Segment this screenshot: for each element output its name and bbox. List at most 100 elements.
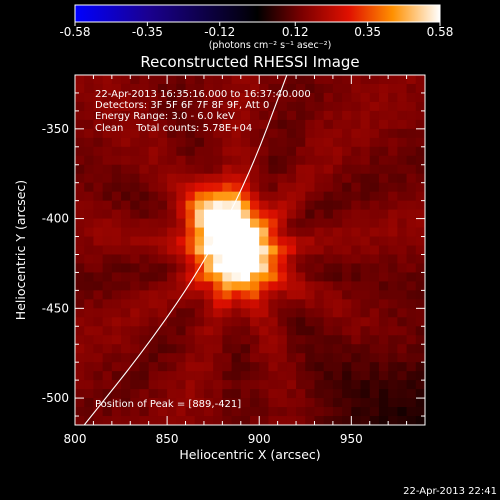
heatmap-cell [167, 191, 177, 202]
heatmap-cell [203, 254, 214, 265]
heatmap-cell [296, 119, 306, 130]
heatmap-cell [176, 317, 187, 327]
heatmap-cell [84, 146, 95, 157]
heatmap-cell [231, 254, 242, 265]
heatmap-cell [102, 389, 113, 399]
heatmap-cell [332, 92, 343, 103]
heatmap-cell [369, 137, 380, 148]
heatmap-cell [148, 191, 159, 202]
heatmap-cell [406, 110, 417, 121]
heatmap-cell [240, 101, 251, 112]
heatmap-cell [75, 209, 85, 220]
heatmap-cell [203, 200, 214, 211]
heatmap-cell [250, 362, 260, 372]
heatmap-cell [406, 182, 417, 193]
heatmap-cell [286, 290, 297, 300]
heatmap-cell [167, 290, 177, 300]
heatmap-cell [305, 317, 316, 327]
heatmap-cell [268, 191, 279, 202]
heatmap-cell [360, 416, 371, 425]
heatmap-cell [111, 209, 122, 220]
heatmap-cell [213, 101, 223, 112]
heatmap-cell [268, 398, 279, 408]
heatmap-cell [240, 236, 251, 247]
heatmap-cell [203, 101, 214, 112]
heatmap-cell [130, 281, 141, 291]
heatmap-cell [240, 281, 251, 291]
heatmap-cell [130, 299, 141, 309]
heatmap-cell [286, 155, 297, 166]
heatmap-cell [194, 407, 205, 417]
heatmap-cell [268, 200, 279, 211]
heatmap-cell [157, 191, 168, 202]
heatmap-cell [203, 236, 214, 247]
heatmap-cell [176, 155, 187, 166]
heatmap-cell [203, 209, 214, 220]
heatmap-cell [111, 137, 122, 148]
heatmap-cell [286, 173, 297, 184]
heatmap-cell [157, 389, 168, 399]
heatmap-cell [231, 281, 242, 291]
heatmap-cell [378, 75, 389, 85]
heatmap-cell [406, 353, 417, 363]
heatmap-cell [194, 146, 205, 157]
heatmap-cell [213, 209, 223, 220]
heatmap-cell [397, 173, 408, 184]
heatmap-cell [296, 110, 306, 121]
heatmap-cell [185, 308, 196, 318]
heatmap-cell [314, 272, 325, 283]
heatmap-cell [378, 146, 389, 157]
heatmap-cell [84, 236, 95, 247]
heatmap-cell [75, 326, 85, 336]
heatmap-cell [121, 389, 131, 399]
heatmap-cell [259, 75, 270, 85]
heatmap-cell [203, 164, 214, 175]
heatmap-cell [167, 416, 177, 425]
heatmap-cell [130, 362, 141, 372]
heatmap-cell [305, 389, 316, 399]
heatmap-cell [360, 344, 371, 354]
heatmap-cell [139, 110, 150, 121]
heatmap-cell [351, 173, 362, 184]
heatmap-cell [167, 137, 177, 148]
heatmap-cell [351, 146, 362, 157]
heatmap-cell [139, 416, 150, 425]
heatmap-cell [351, 281, 362, 291]
heatmap-cell [388, 281, 398, 291]
heatmap-cell [250, 101, 260, 112]
heatmap-cell [296, 362, 306, 372]
heatmap-cell [378, 362, 389, 372]
heatmap-cell [167, 128, 177, 139]
heatmap-cell [111, 281, 122, 291]
heatmap-cell [406, 155, 417, 166]
heatmap-cell [286, 371, 297, 381]
heatmap-cell [167, 92, 177, 103]
heatmap-cell [406, 119, 417, 130]
heatmap-cell [84, 371, 95, 381]
heatmap-cell [121, 272, 131, 283]
heatmap-cell [203, 227, 214, 238]
heatmap-cell [222, 245, 233, 256]
heatmap-cell [222, 236, 233, 247]
heatmap-cell [397, 371, 408, 381]
heatmap-cell [388, 236, 398, 247]
heatmap-cell [157, 254, 168, 265]
heatmap-cell [185, 191, 196, 202]
heatmap-cell [121, 182, 131, 193]
heatmap-cell [185, 407, 196, 417]
heatmap-cell [139, 362, 150, 372]
heatmap-cell [369, 272, 380, 283]
heatmap-cell [388, 263, 398, 274]
heatmap-cell [231, 389, 242, 399]
heatmap-cell [397, 407, 408, 417]
heatmap-cell [84, 191, 95, 202]
heatmap-cell [296, 209, 306, 220]
heatmap-cell [332, 236, 343, 247]
heatmap-cell [213, 299, 223, 309]
heatmap-cell [111, 326, 122, 336]
heatmap-cell [314, 119, 325, 130]
heatmap-cell [342, 254, 352, 265]
heatmap-cell [75, 290, 85, 300]
heatmap-cell [213, 164, 223, 175]
heatmap-cell [176, 362, 187, 372]
